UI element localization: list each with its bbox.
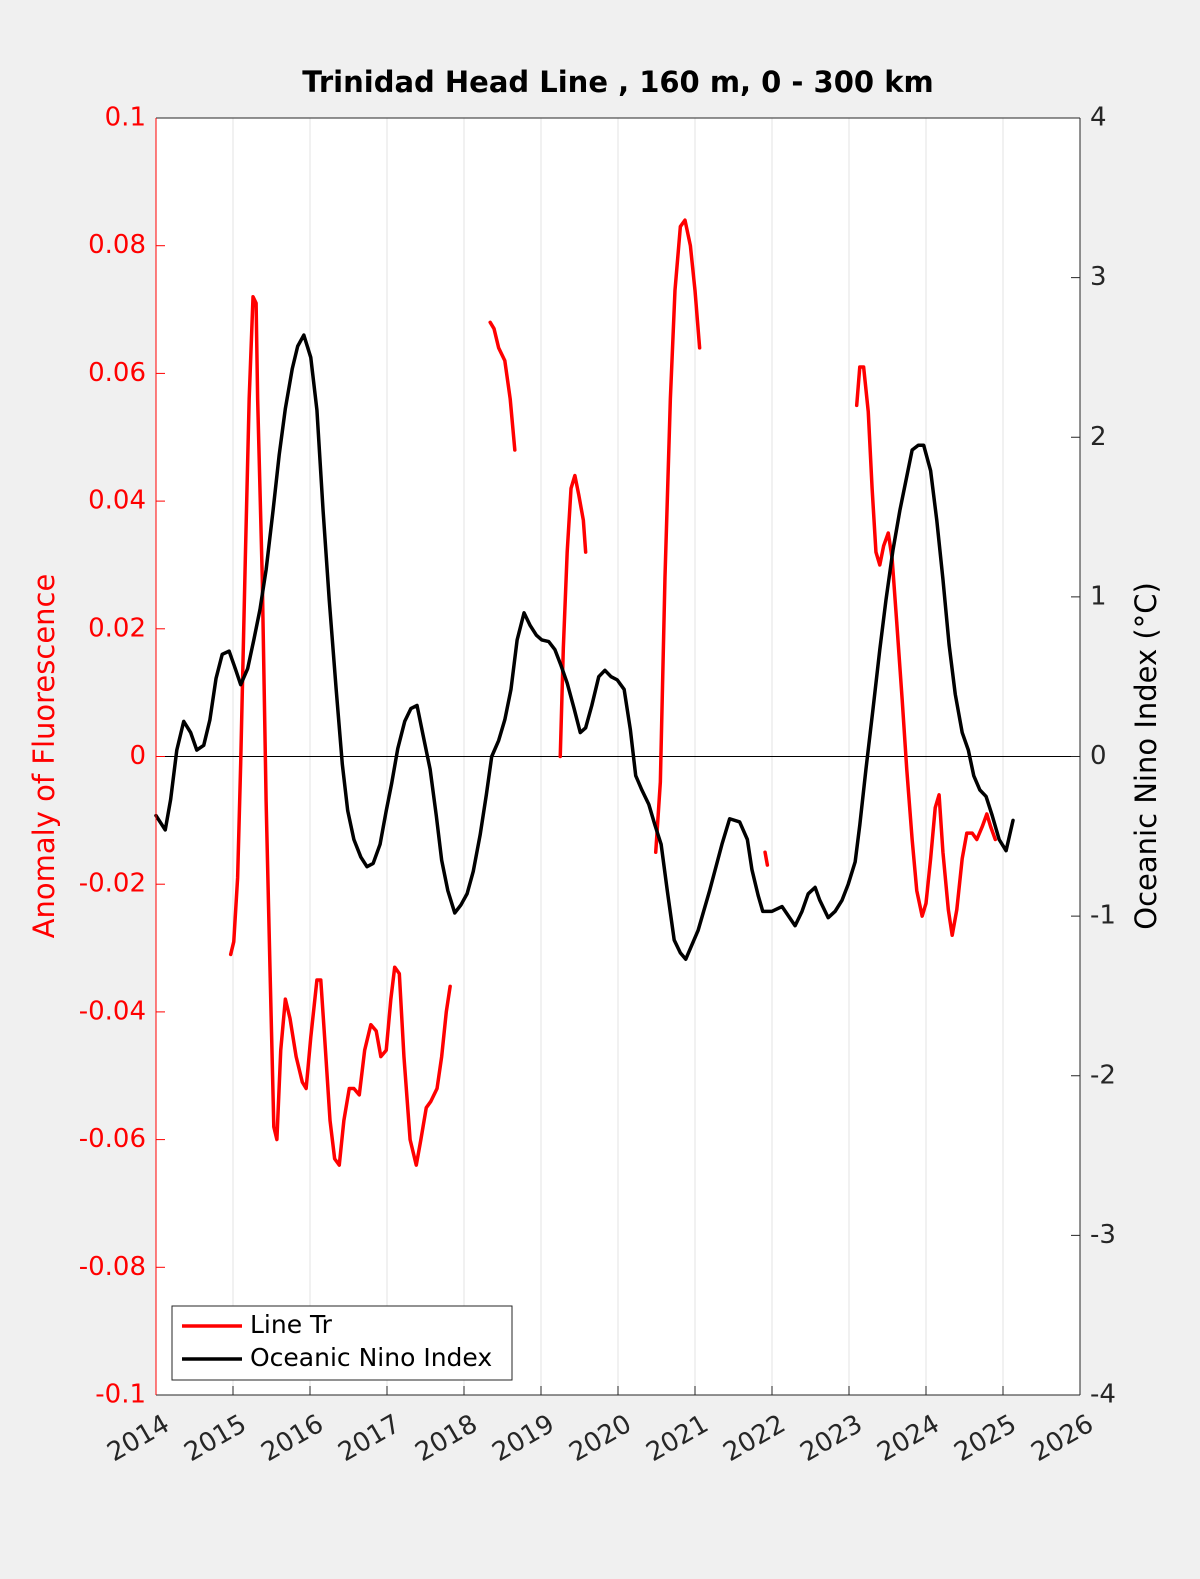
y2-axis-label: Oceanic Nino Index (°C) — [1129, 582, 1163, 930]
y2-tick-label: 4 — [1090, 103, 1107, 133]
x-tick-label: 2020 — [564, 1409, 636, 1468]
series-line — [763, 850, 770, 867]
legend-label: Line Tr — [250, 1310, 333, 1339]
y-tick-label: -0.06 — [79, 1124, 146, 1154]
y-tick-label: -0.04 — [79, 996, 146, 1026]
y2-tick-label: 2 — [1090, 422, 1107, 452]
series-line — [228, 295, 452, 1167]
y2-tick-label: -1 — [1090, 901, 1116, 931]
y2-tick-label: -2 — [1090, 1060, 1116, 1090]
y2-tick-label: 3 — [1090, 262, 1107, 292]
grid — [155, 118, 1081, 1395]
lines — [154, 218, 1015, 1167]
x-tick-label: 2025 — [949, 1409, 1021, 1468]
x-tick-label: 2016 — [256, 1409, 328, 1468]
legend: Line Tr Oceanic Nino Index — [171, 1305, 513, 1381]
legend-label: Oceanic Nino Index — [250, 1343, 492, 1372]
series-line — [653, 218, 702, 855]
y-axis-label: Anomaly of Fluorescence — [27, 574, 61, 939]
x-tick-label: 2019 — [487, 1409, 559, 1468]
x-tick-label: 2014 — [102, 1409, 174, 1468]
x-tick-label: 2015 — [179, 1409, 251, 1468]
y-tick-label: 0.06 — [88, 358, 146, 388]
x-tick-label: 2024 — [872, 1409, 944, 1468]
chart-title: Trinidad Head Line , 160 m, 0 - 300 km — [302, 65, 933, 99]
x-tick-label: 2021 — [641, 1409, 713, 1468]
x-tick-label: 2018 — [410, 1409, 482, 1468]
x-tick-label: 2022 — [718, 1409, 790, 1468]
x-tick-label: 2023 — [795, 1409, 867, 1468]
x-tick-label: 2026 — [1026, 1409, 1098, 1468]
y-tick-label: -0.02 — [79, 869, 146, 899]
y2-tick-label: 0 — [1090, 741, 1107, 771]
series-line — [154, 333, 1015, 961]
series-line — [488, 320, 517, 452]
series-line — [558, 473, 588, 759]
y-tick-label: -0.1 — [95, 1380, 146, 1410]
y2-tick-label: 1 — [1090, 581, 1107, 611]
y2-tick-label: -4 — [1090, 1380, 1116, 1410]
y-tick-label: 0 — [129, 741, 146, 771]
y-tick-label: 0.04 — [88, 486, 146, 516]
series-line — [854, 365, 998, 938]
y-tick-label: 0.1 — [105, 103, 146, 133]
y-tick-label: -0.08 — [79, 1252, 146, 1282]
y-tick-label: 0.02 — [88, 613, 146, 643]
x-tick-label: 2017 — [333, 1409, 405, 1468]
y2-tick-label: -3 — [1090, 1220, 1116, 1250]
legend-box — [171, 1305, 513, 1381]
y-tick-label: 0.08 — [88, 230, 146, 260]
